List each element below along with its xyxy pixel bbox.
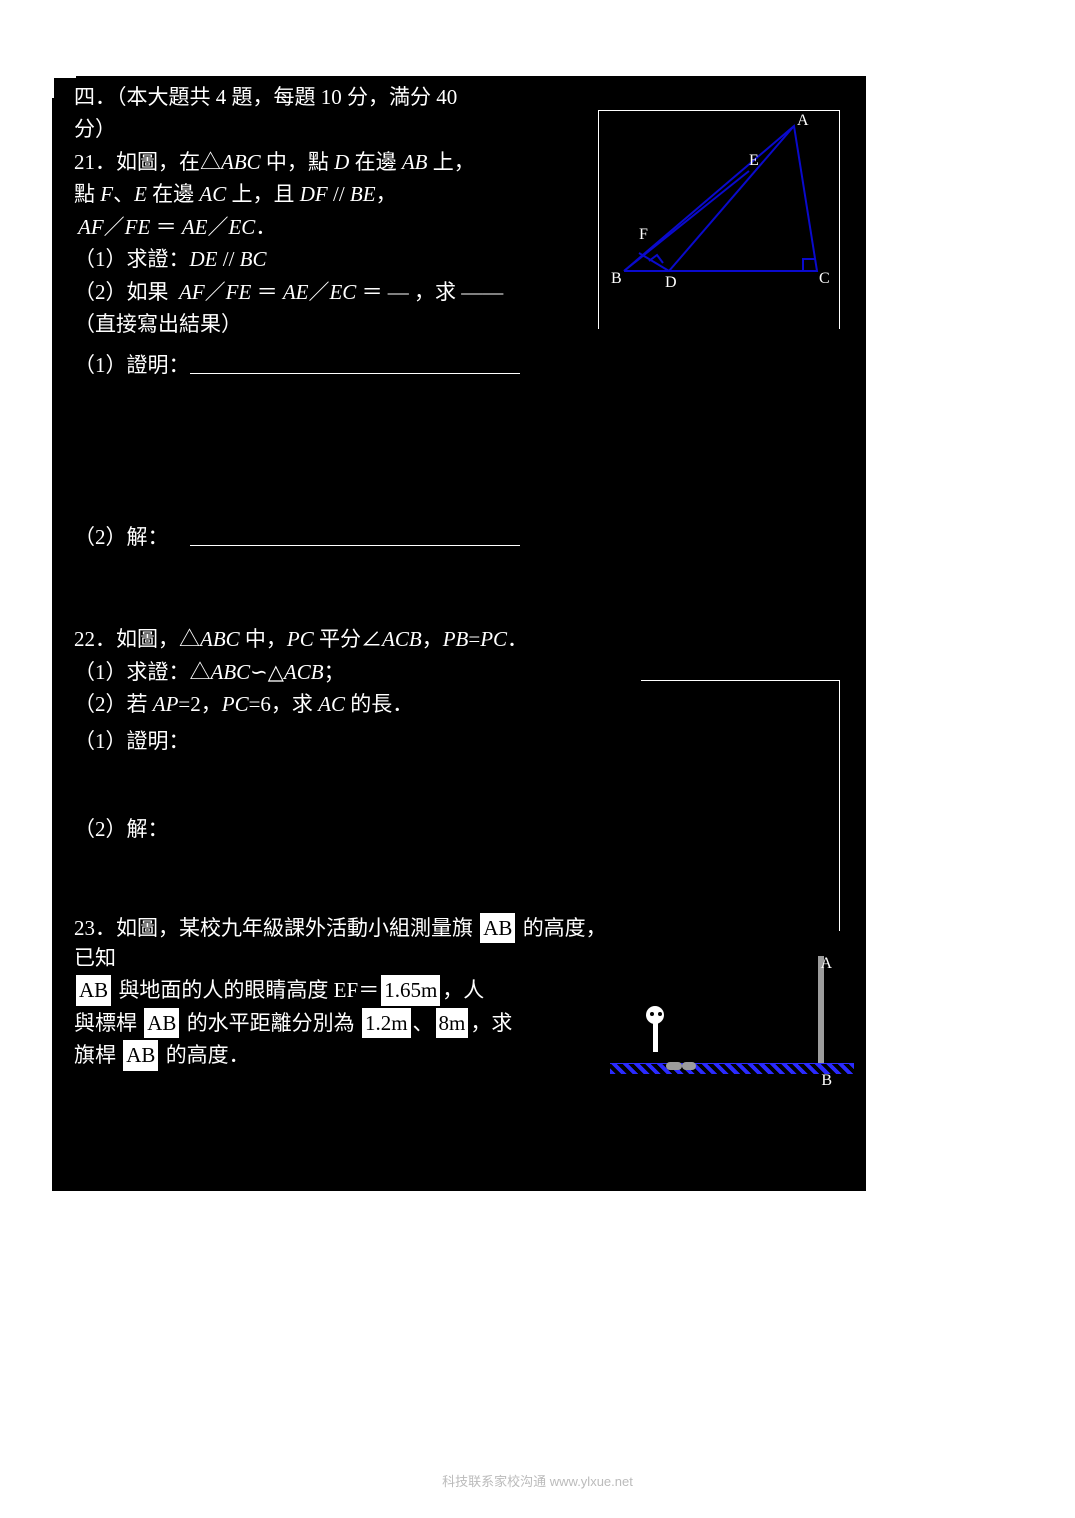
q23-l2: AB 與地面的人的眼睛高度 EF＝1.65m，人	[74, 975, 614, 1005]
person-body	[653, 1022, 658, 1052]
figure-2-frame	[641, 680, 840, 931]
page-footer: 科技联系家校沟通 www.ylxue.net	[0, 1471, 1075, 1490]
box-AB-3: AB	[144, 1008, 179, 1038]
corner-mark	[52, 76, 76, 98]
person-foot	[666, 1062, 682, 1070]
box-AB-1: AB	[480, 913, 515, 943]
ground-hatched	[610, 1063, 854, 1074]
person-eye	[658, 1012, 662, 1016]
box-AB-2: AB	[76, 975, 111, 1005]
q23-l1: 23．如圖，某校九年級課外活動小組測量旗 AB 的高度，已知	[74, 913, 614, 974]
box-8: 8m	[436, 1008, 469, 1038]
q21-p3: （直接寫出結果）	[74, 309, 844, 339]
q21-l1: 21．如圖，在△ABC 中，點 D 在邊 AB 上，	[74, 147, 844, 177]
box-165: 1.65m	[381, 975, 440, 1005]
q23-l3: 與標桿 AB 的水平距離分別為 1.2m、8m，求	[74, 1008, 614, 1038]
q23-block: 23．如圖，某校九年級課外活動小組測量旗 AB 的高度，已知 AB 與地面的人的…	[74, 913, 614, 1071]
q21-p2: （2）如果 AF／FE ＝ AE／EC ＝ — ，求 ——	[74, 277, 844, 307]
worksheet-sheet: A B D C F E 四．（本大題共 4 題，每題 10 分，満分 40 分）…	[52, 76, 866, 1191]
q21-frac1: AF／FE ＝ AE／EC．	[74, 212, 844, 242]
q23-l4: 旗桿 AB 的高度．	[74, 1040, 614, 1070]
section-heading-2: 分）	[74, 114, 844, 144]
q21-l2: 點 F、E 在邊 AC 上，且 DF // BE，	[74, 179, 844, 209]
label-B: B	[821, 1069, 832, 1092]
figure-flagpole: A B	[610, 958, 854, 1086]
section-heading: 四．（本大題共 4 題，每題 10 分，満分 40	[74, 82, 844, 112]
box-12: 1.2m	[362, 1008, 411, 1038]
q22-l1: 22．如圖，△ABC 中，PC 平分∠ACB，PB=PC．	[74, 624, 844, 654]
q21-p1: （1）求證：DE // BC	[74, 244, 844, 274]
spacer-2	[74, 554, 844, 624]
q21-sol2: （2）解：	[74, 522, 844, 552]
page: A B D C F E 四．（本大題共 4 題，每題 10 分，満分 40 分）…	[0, 0, 1075, 1518]
q21-proof1: （1）證明：	[74, 350, 844, 380]
spacer-1	[74, 382, 844, 522]
box-AB-4: AB	[123, 1040, 158, 1070]
label-A: A	[820, 952, 832, 975]
person-eye	[650, 1012, 654, 1016]
person-foot	[682, 1062, 696, 1070]
